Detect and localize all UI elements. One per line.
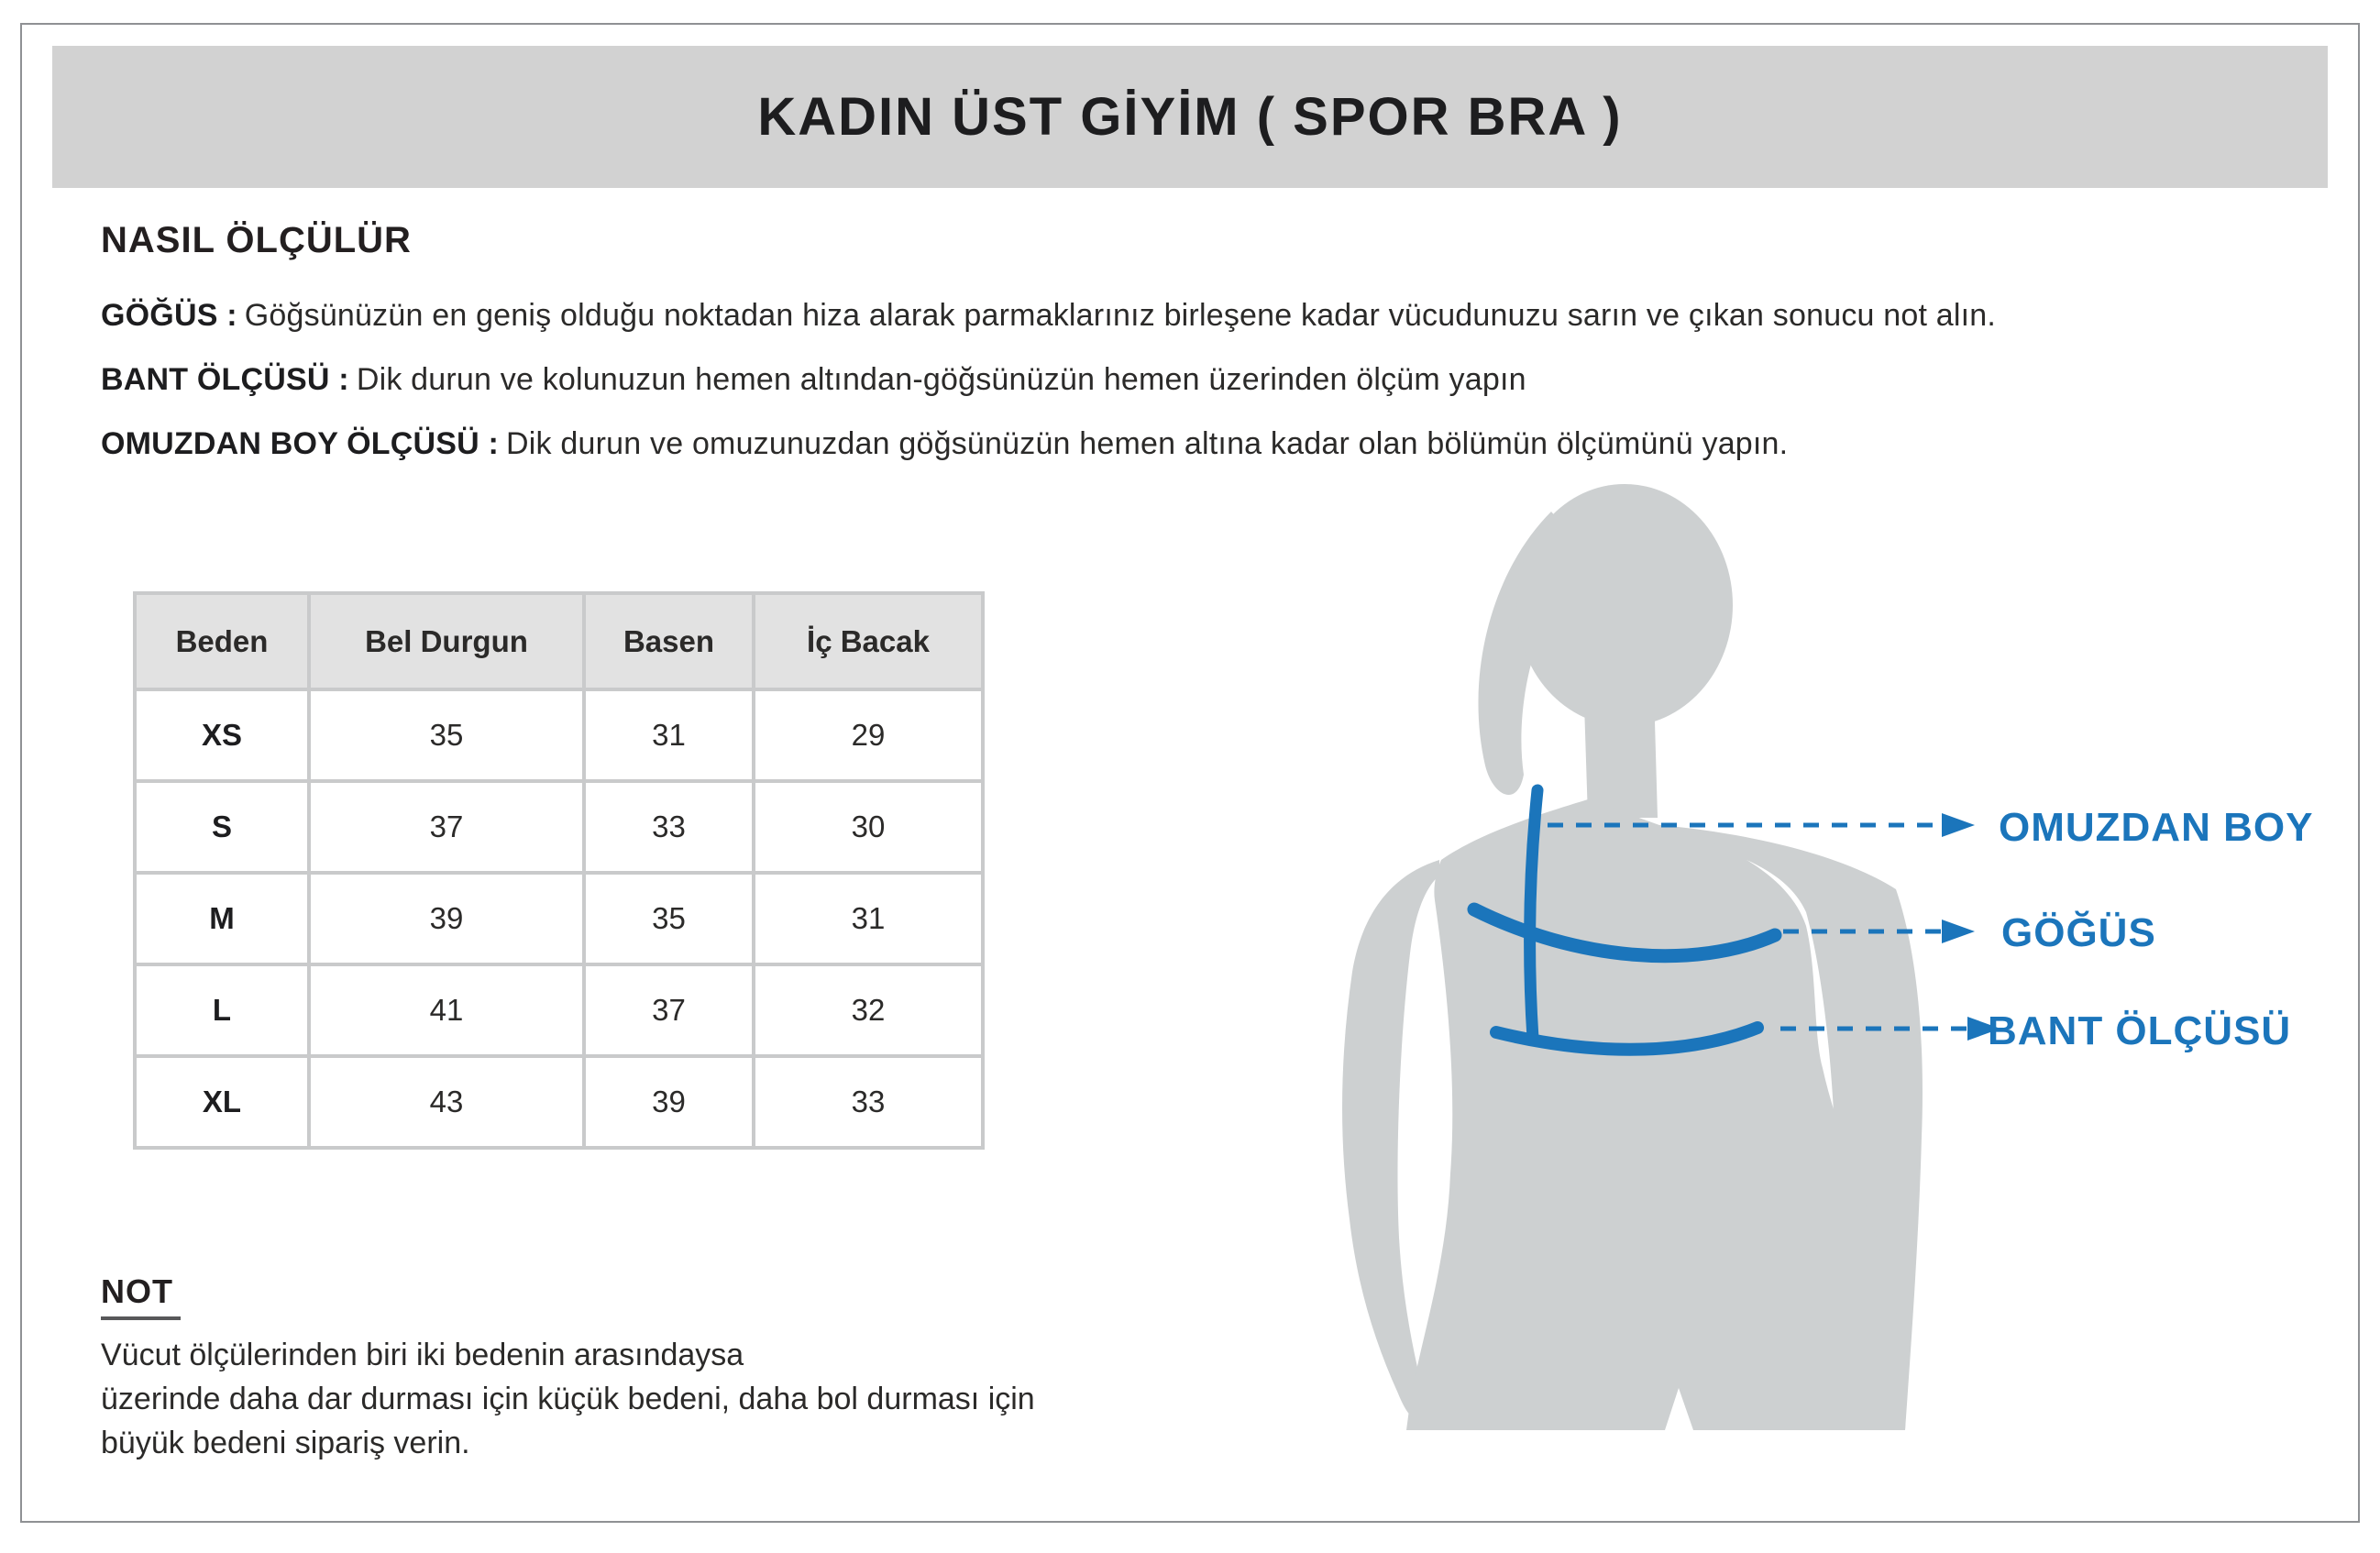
size-table: Beden Bel Durgun Basen İç Bacak XS 35 31… [133,591,985,1150]
table-row: S 37 33 30 [133,779,985,875]
howto-text-shoulder: Dik durun ve omuzunuzdan göğsünüzün heme… [506,426,1789,461]
note-line: büyük bedeni sipariş verin. [101,1426,470,1460]
cell-value: 35 [582,871,755,966]
shoulder-length-line [1524,784,1544,1045]
table-row: XS 35 31 29 [133,688,985,783]
howto-line-shoulder: OMUZDAN BOY ÖLÇÜSÜ : Dik durun ve omuzunu… [101,426,1788,462]
cell-value: 30 [752,779,985,875]
howto-label-shoulder: OMUZDAN BOY ÖLÇÜSÜ : [101,426,500,461]
measurement-lines [1467,784,1782,1056]
cell-value: 33 [582,779,755,875]
howto-text-band: Dik durun ve kolunuzun hemen altından-gö… [356,362,1526,397]
howto-line-chest: GÖĞÜS : Göğsünüzün en geniş olduğu noktad… [101,298,1996,334]
note-line: üzerinde daha dar durması için küçük bed… [101,1382,1035,1416]
col-header-ic-bacak: İç Bacak [752,591,985,691]
col-header-beden: Beden [133,591,311,691]
measurement-diagram [1342,484,2000,1430]
table-row: L 41 37 32 [133,963,985,1058]
note-line: Vücut ölçülerinden biri iki bedenin aras… [101,1338,744,1372]
howto-label-chest: GÖĞÜS : [101,298,237,333]
cell-value: 32 [752,963,985,1058]
note-block: NOT Vücut ölçülerinden biri iki bedenin … [101,1272,1035,1465]
cell-value: 31 [582,688,755,783]
table-row: M 39 35 31 [133,871,985,966]
silhouette-left-arm [1342,860,1439,1420]
size-label: M [133,871,311,966]
note-lines: Vücut ölçülerinden biri iki bedenin aras… [101,1333,1035,1465]
cell-value: 37 [307,779,586,875]
note-title: NOT [101,1272,181,1320]
cell-value: 37 [582,963,755,1058]
cell-value: 33 [752,1054,985,1150]
size-table-header-row: Beden Bel Durgun Basen İç Bacak [133,591,985,691]
howto-heading: NASIL ÖLÇÜLÜR [101,220,412,260]
chest-label: GÖĞÜS [2001,910,2156,955]
table-row: XL 43 39 33 [133,1054,985,1150]
cell-value: 39 [582,1054,755,1150]
chest-line [1467,902,1782,964]
howto-line-band: BANT ÖLÇÜSÜ : Dik durun ve kolunuzun heme… [101,362,1526,398]
cell-value: 31 [752,871,985,966]
page-title: KADIN ÜST GİYİM ( SPOR BRA ) [757,87,1623,147]
cell-value: 43 [307,1054,586,1150]
cell-value: 29 [752,688,985,783]
band-label: BANT ÖLÇÜSÜ [1988,1008,2292,1053]
shoulder-length-label: OMUZDAN BOY [1999,805,2314,850]
title-bar: KADIN ÜST GİYİM ( SPOR BRA ) [52,46,2328,188]
silhouette-head [1516,484,1733,726]
pointer-arrows [1548,813,2000,1041]
cell-value: 39 [307,871,586,966]
chest-arrow-head [1942,920,1975,943]
size-label: L [133,963,311,1058]
howto-text-chest: Göğsünüzün en geniş olduğu noktadan hiza… [244,298,1997,333]
cell-value: 41 [307,963,586,1058]
size-label: XS [133,688,311,783]
band-arrow-head [1967,1017,2000,1041]
col-header-basen: Basen [582,591,755,691]
shoulder-arrow-head [1942,813,1975,837]
howto-label-band: BANT ÖLÇÜSÜ : [101,362,349,397]
cell-value: 35 [307,688,586,783]
size-label: S [133,779,311,875]
size-label: XL [133,1054,311,1150]
band-line [1490,1021,1764,1056]
col-header-bel-durgun: Bel Durgun [307,591,586,691]
